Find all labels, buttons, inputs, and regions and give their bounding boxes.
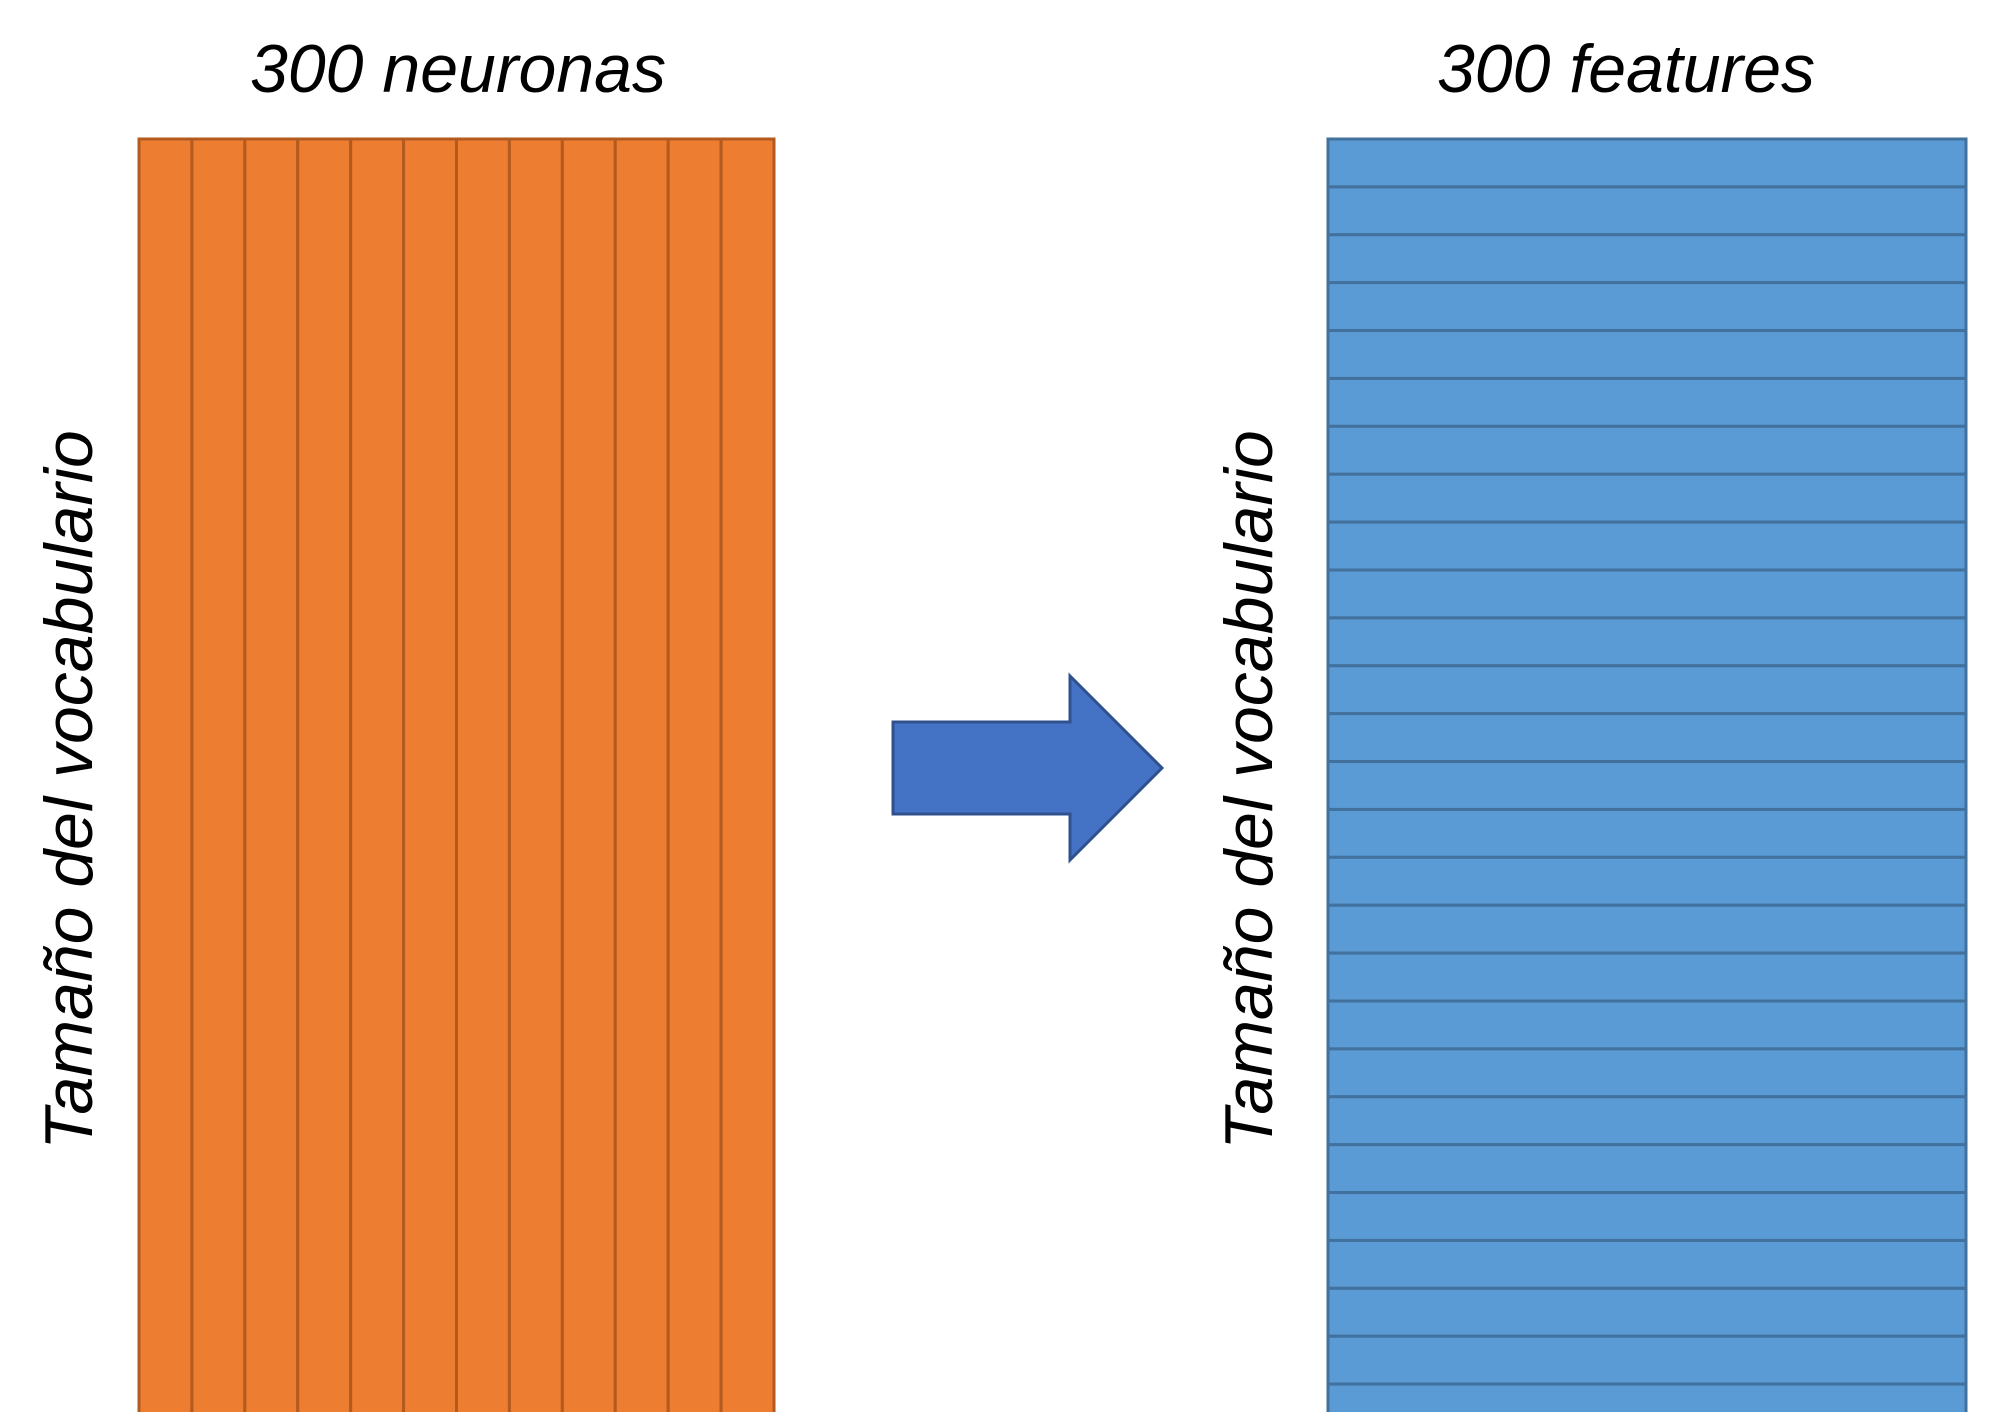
- right-matrix-row: [1326, 185, 1968, 237]
- left-matrix-column: [243, 137, 300, 1412]
- right-matrix-row: [1326, 424, 1968, 476]
- right-matrix-row: [1326, 1047, 1968, 1099]
- right-matrix-row: [1326, 1334, 1968, 1386]
- right-matrix-row: [1326, 376, 1968, 428]
- right-matrix-row: [1326, 664, 1968, 716]
- left-matrix-column: [455, 137, 511, 1412]
- right-matrix-row: [1326, 1191, 1968, 1242]
- right-matrix-top-label: 300 features: [1437, 31, 1815, 107]
- arrow-right-icon: [891, 672, 1165, 864]
- right-matrix-row: [1326, 281, 1968, 333]
- right-matrix-row: [1326, 520, 1968, 572]
- right-matrix-row: [1326, 1095, 1968, 1147]
- left-matrix-column: [507, 137, 564, 1412]
- left-matrix-column: [296, 137, 353, 1412]
- left-matrix-side-label: Tamaño del vocabulario: [31, 430, 107, 1150]
- left-matrix-column: [613, 137, 670, 1412]
- right-matrix-row: [1326, 233, 1968, 285]
- right-matrix-row: [1326, 903, 1968, 955]
- right-matrix-row: [1326, 951, 1968, 1003]
- left-matrix-column: [560, 137, 617, 1412]
- right-matrix-row: [1326, 137, 1968, 189]
- right-matrix-row: [1326, 1286, 1968, 1338]
- right-matrix-row: [1326, 1382, 1968, 1412]
- right-matrix-row: [1326, 807, 1968, 859]
- right-matrix-row: [1326, 712, 1968, 764]
- left-matrix-column: [402, 137, 458, 1412]
- left-matrix-column: [137, 137, 194, 1412]
- left-matrix: [137, 137, 776, 1412]
- right-matrix-row: [1326, 1238, 1968, 1290]
- right-matrix-row: [1326, 760, 1968, 811]
- right-matrix: [1326, 137, 1968, 1412]
- right-matrix-row: [1326, 1143, 1968, 1195]
- right-matrix-row: [1326, 329, 1968, 380]
- left-matrix-top-label: 300 neuronas: [250, 31, 666, 107]
- left-matrix-column: [190, 137, 247, 1412]
- right-matrix-row: [1326, 999, 1968, 1051]
- left-matrix-column: [719, 137, 776, 1412]
- left-matrix-column: [349, 137, 406, 1412]
- right-matrix-side-label: Tamaño del vocabulario: [1211, 430, 1287, 1150]
- right-matrix-row: [1326, 472, 1968, 524]
- left-matrix-column: [666, 137, 723, 1412]
- right-matrix-row: [1326, 568, 1968, 620]
- right-matrix-row: [1326, 855, 1968, 907]
- right-matrix-row: [1326, 616, 1968, 668]
